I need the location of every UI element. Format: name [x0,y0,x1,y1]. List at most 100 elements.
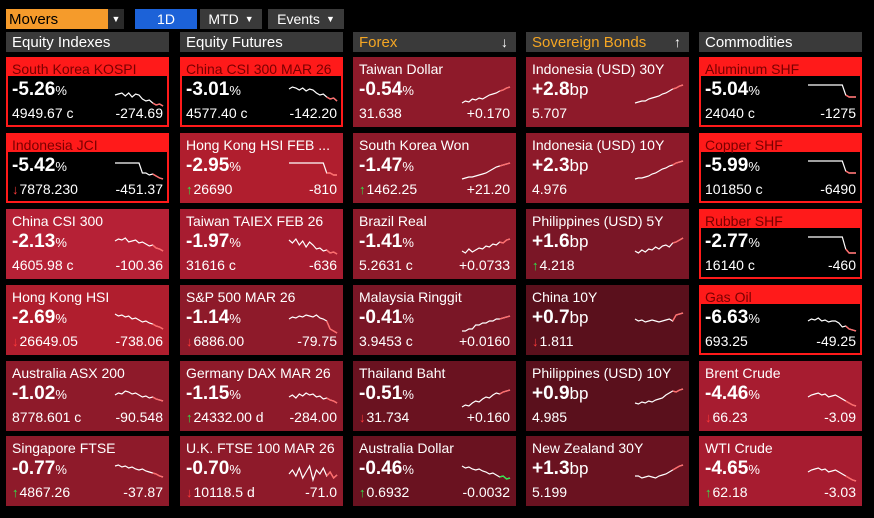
mover-tile[interactable]: U.K. FTSE 100 MAR 26 -0.70% ↓10118.5 d -71.… [180,436,343,506]
net-change: -90.548 [115,409,163,425]
period-1d-button[interactable]: 1D [135,9,197,29]
change-unit: % [402,159,414,174]
change-number: -5.26 [12,79,56,100]
period-mtd-dropdown[interactable]: MTD ▼ [200,9,262,29]
column-header[interactable]: Equity Indexes [6,32,169,52]
sparkline [808,160,856,174]
mover-tile[interactable]: New Zealand 30Y +1.3bp 5.199 [526,436,689,506]
net-change: -71.0 [305,484,337,500]
mover-tile[interactable]: WTI Crude -4.65% ↑62.18 -3.03 [699,436,862,506]
change-value: -5.26% [12,79,67,101]
chevron-down-icon[interactable]: ▼ [108,9,124,29]
net-change: -6490 [820,181,856,197]
change-number: -6.63 [705,307,749,328]
instrument-name: Gas Oil [705,289,752,305]
change-value: -1.15% [186,383,241,405]
mover-tile[interactable]: Rubber SHF -2.77% 16140 c -460 [699,209,862,279]
instrument-name: Aluminum SHF [705,61,800,77]
change-number: +0.9 [532,383,570,404]
mover-tile[interactable]: Philippines (USD) 10Y +0.9bp 4.985 [526,361,689,431]
sparkline [461,465,511,480]
last-price-value: 4867.26 [19,484,71,500]
change-unit: % [55,159,67,174]
instrument-name: Indonesia (USD) 10Y [532,137,665,153]
arrow-down-icon: ↓ [532,334,539,349]
change-value: -5.99% [705,155,760,177]
mover-tile[interactable]: Brent Crude -4.46% ↓66.23 -3.09 [699,361,862,431]
net-change: -79.75 [297,333,337,349]
tile-alert-box [701,152,860,201]
mover-tile[interactable]: Hong Kong HSI -2.69% ↓26649.05 -738.06 [6,285,169,355]
instrument-name: Thailand Baht [359,365,446,381]
change-value: -5.04% [705,79,760,101]
mover-tile[interactable]: Singapore FTSE -0.77% ↑4867.26 -37.87 [6,436,169,506]
sparkline-latest-segment [672,388,684,393]
column-title: Forex [359,33,398,51]
change-unit: bp [569,232,589,251]
change-value: -0.77% [12,458,67,480]
sparkline-path [808,236,856,254]
sparkline-latest-segment [499,162,511,167]
sparkline [288,464,338,483]
sort-descending-icon[interactable]: ↓ [501,34,508,50]
mover-tile[interactable]: Aluminum SHF -5.04% 24040 c -1275 [699,57,862,127]
mover-tile[interactable]: Indonesia JCI -5.42% ↓7878.230 -451.37 [6,133,169,203]
mover-tile[interactable]: Indonesia (USD) 30Y +2.8bp 5.707 [526,57,689,127]
mover-tile[interactable]: Australia ASX 200 -1.02% 8778.601 c -90.548 [6,361,169,431]
mover-tile[interactable]: Germany DAX MAR 26 -1.15% ↑24332.00 d -284.… [180,361,343,431]
last-price-value: 0.6932 [366,484,410,500]
sparkline [115,162,164,180]
column-header[interactable]: Sovereign Bonds ↑ [526,32,689,52]
net-change: -0.0032 [462,484,510,500]
change-unit: % [229,235,241,250]
mover-tile[interactable]: Taiwan Dollar -0.54% 31.638 +0.170 [353,57,516,127]
mover-tile[interactable]: Hong Kong HSI FEB ... -2.95% ↑26690 -810 [180,133,343,203]
last-price: ↓66.23 [705,409,748,425]
sparkline-path [634,312,684,323]
change-unit: % [748,462,760,477]
movers-label: Movers [9,10,59,28]
mover-tile[interactable]: Copper SHF -5.99% 101850 c -6490 [699,133,862,203]
instrument-name: China 10Y [532,289,598,305]
mover-tile[interactable]: Philippines (USD) 5Y +1.6bp ↑4.218 [526,209,689,279]
mover-tile[interactable]: Brazil Real -1.41% 5.2631 c +0.0733 [353,209,516,279]
change-value: +2.8bp [532,79,588,101]
mover-tile[interactable]: S&P 500 MAR 26 -1.14% ↓6886.00 -79.75 [180,285,343,355]
sort-ascending-icon[interactable]: ↑ [674,34,681,50]
mover-tile[interactable]: South Korea Won -1.47% ↑1462.25 +21.20 [353,133,516,203]
change-value: +1.3bp [532,458,588,480]
net-change: -49.25 [816,333,856,349]
mover-tile[interactable]: Indonesia (USD) 10Y +2.3bp 4.976 [526,133,689,203]
instrument-name: Copper SHF [705,137,783,153]
column-header[interactable]: Forex ↓ [353,32,516,52]
mover-tile[interactable]: Malaysia Ringgit -0.41% 3.9453 c +0.0160 [353,285,516,355]
sparkline-path [288,314,338,334]
mover-tile[interactable]: Australia Dollar -0.46% ↑0.6932 -0.0032 [353,436,516,506]
change-unit: % [229,387,241,402]
column-header[interactable]: Equity Futures [180,32,343,52]
mover-tile[interactable]: South Korea KOSPI -5.26% 4949.67 c -274.69 [6,57,169,127]
last-price: 4.985 [532,409,567,425]
mover-tile[interactable]: Gas Oil -6.63% 693.25 -49.25 [699,285,862,355]
net-change: +0.0160 [459,333,510,349]
sparkline-path [808,84,856,98]
change-unit: % [229,311,241,326]
mover-tile[interactable]: China CSI 300 MAR 26 -3.01% 4577.40 c -142.… [180,57,343,127]
mover-tile[interactable]: Thailand Baht -0.51% ↓31.734 +0.160 [353,361,516,431]
change-unit: % [402,387,414,402]
instrument-name: Hong Kong HSI FEB ... [186,137,330,153]
mover-tile[interactable]: China 10Y +0.7bp ↓1.811 [526,285,689,355]
events-dropdown[interactable]: Events ▼ [268,9,344,29]
column-title: Commodities [705,33,793,51]
instrument-name: WTI Crude [705,440,773,456]
column-header[interactable]: Commodities [699,32,862,52]
column-title: Equity Futures [186,33,283,51]
mover-tile[interactable]: China CSI 300 -2.13% 4605.98 c -100.36 [6,209,169,279]
movers-dropdown[interactable]: Movers ▼ [6,9,124,29]
change-number: -1.47 [359,155,403,176]
arrow-up-icon: ↑ [705,485,712,500]
last-price-value: 10118.5 d [193,484,255,500]
instrument-name: Indonesia JCI [12,137,98,153]
mover-tile[interactable]: Taiwan TAIEX FEB 26 -1.97% 31616 c -636 [180,209,343,279]
last-price-value: 31.734 [366,409,410,425]
